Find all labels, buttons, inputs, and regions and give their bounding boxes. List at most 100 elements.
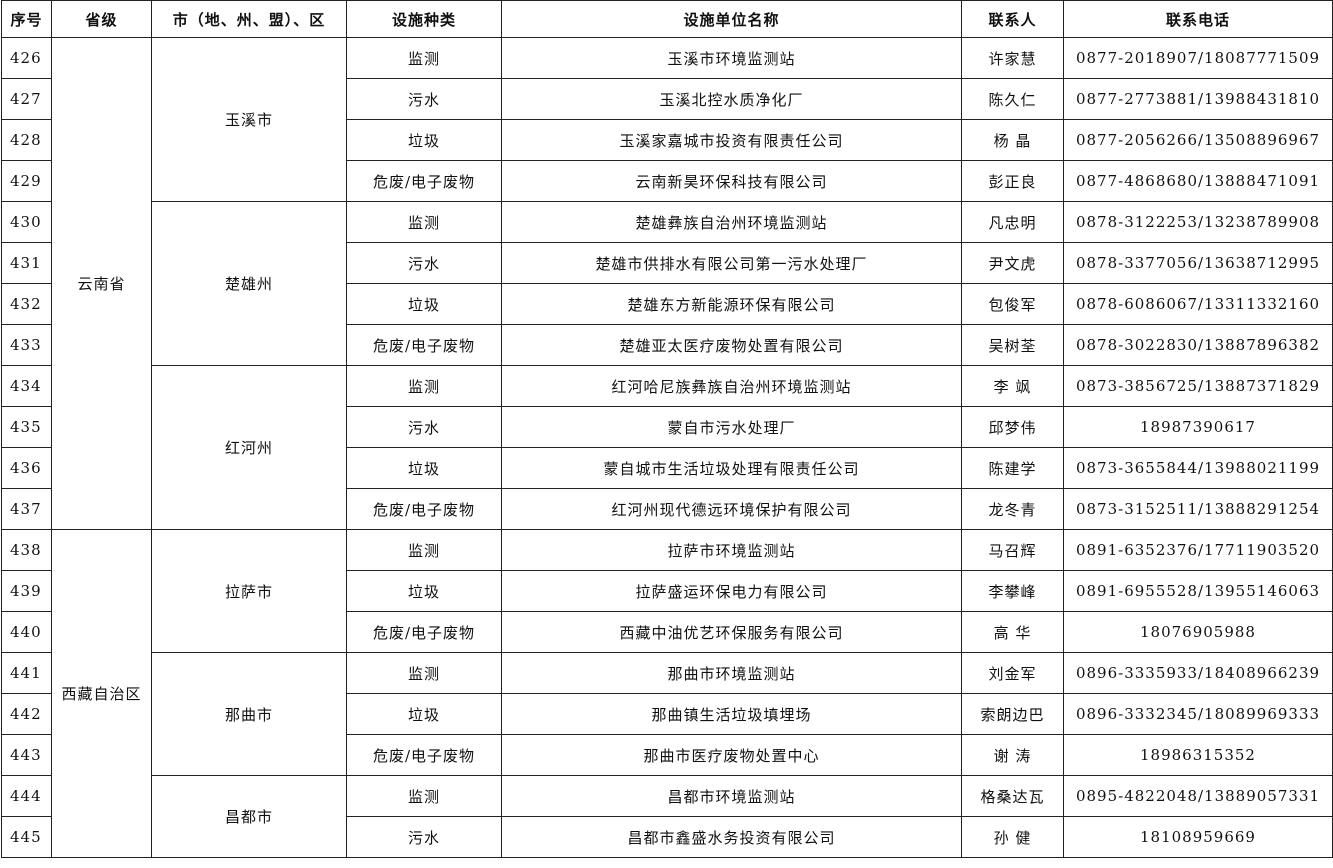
facility-name: 蒙自城市生活垃圾处理有限责任公司 (501, 447, 962, 489)
facility-type: 污水 (346, 406, 502, 448)
facility-type: 监测 (346, 365, 502, 407)
table-row: 433 危废/电子废物 楚雄亚太医疗废物处置有限公司 吴树荃 0878-3022830/… (1, 324, 1333, 366)
row-number: 430 (1, 201, 52, 243)
table-row: 439 垃圾 拉萨盛运环保电力有限公司 李攀峰 0891-6955528/1395514… (1, 570, 1333, 612)
table-row: 427 污水 玉溪北控水质净化厂 陈久仁 0877-2773881/1398843181… (1, 78, 1333, 120)
contact-person: 龙冬青 (961, 488, 1064, 530)
province: 云南省 (51, 37, 152, 530)
contact-phone: 18986315352 (1063, 734, 1333, 776)
contact-person: 凡忠明 (961, 201, 1064, 243)
facility-type: 污水 (346, 816, 502, 858)
facility-type: 监测 (346, 775, 502, 817)
table-body: 426 云南省 玉溪市 监测 玉溪市环境监测站 许家慧 0877-2018907/18087… (1, 37, 1333, 858)
contact-phone: 0877-2056266/13508896967 (1063, 119, 1333, 161)
row-number: 441 (1, 652, 52, 694)
contact-person: 尹文虎 (961, 242, 1064, 284)
row-number: 434 (1, 365, 52, 407)
row-number: 432 (1, 283, 52, 325)
facility-name: 楚雄亚太医疗废物处置有限公司 (501, 324, 962, 366)
facility-type: 危废/电子废物 (346, 734, 502, 776)
table-row: 444 昌都市 监测 昌都市环境监测站 格桑达瓦 0895-4822048/1388905… (1, 775, 1333, 858)
table-row: 442 垃圾 那曲镇生活垃圾填埋场 索朗边巴 0896-3332345/18089969… (1, 693, 1333, 735)
facility-name: 拉萨市环境监测站 (501, 529, 962, 571)
contact-phone: 0878-3022830/13887896382 (1063, 324, 1333, 366)
contact-phone: 0878-3377056/13638712995 (1063, 242, 1333, 284)
facility-type: 垃圾 (346, 119, 502, 161)
row-number: 445 (1, 816, 52, 858)
contact-phone: 0873-3655844/13988021199 (1063, 447, 1333, 489)
header-cell: 设施种类 (346, 0, 502, 38)
contact-phone: 18108959669 (1063, 816, 1333, 858)
facility-name: 楚雄彝族自治州环境监测站 (501, 201, 962, 243)
contact-phone: 0877-2773881/13988431810 (1063, 78, 1333, 120)
header-cell: 省级 (51, 0, 152, 38)
city: 那曲市 (151, 652, 347, 776)
contact-person: 彭正良 (961, 160, 1064, 202)
contact-phone: 0877-4868680/13888471091 (1063, 160, 1333, 202)
contact-person: 索朗边巴 (961, 693, 1064, 735)
row-number: 442 (1, 693, 52, 735)
contact-phone: 18076905988 (1063, 611, 1333, 653)
header-cell: 联系人 (961, 0, 1064, 38)
facility-type: 危废/电子废物 (346, 160, 502, 202)
table-row: 443 危废/电子废物 那曲市医疗废物处置中心谢 涛 18986315352 (1, 734, 1333, 776)
facility-type: 垃圾 (346, 447, 502, 489)
province: 西藏自治区 (51, 529, 152, 858)
facility-name: 楚雄东方新能源环保有限公司 (501, 283, 962, 325)
contact-person: 刘金军 (961, 652, 1064, 694)
table-row: 437 危废/电子废物 红河州现代德远环境保护有限公司 龙冬青 0873-3152511… (1, 488, 1333, 530)
facility-type: 污水 (346, 242, 502, 284)
facility-type: 危废/电子废物 (346, 324, 502, 366)
facility-name: 蒙自市污水处理厂 (501, 406, 962, 448)
city: 拉萨市 (151, 529, 347, 653)
contact-phone: 18987390617 (1063, 406, 1333, 448)
facility-type: 污水 (346, 78, 502, 120)
contact-person: 李 飒 (961, 365, 1064, 407)
city: 玉溪市 (151, 37, 347, 202)
row-number: 437 (1, 488, 52, 530)
header-cell: 序号 (1, 0, 52, 38)
contact-phone: 0873-3152511/13888291254 (1063, 488, 1333, 530)
contact-phone: 0896-3335933/18408966239 (1063, 652, 1333, 694)
facility-type: 垃圾 (346, 570, 502, 612)
facility-type: 危废/电子废物 (346, 488, 502, 530)
facility-name: 玉溪市环境监测站 (501, 37, 962, 79)
row-number: 436 (1, 447, 52, 489)
facility-name: 那曲市环境监测站 (501, 652, 962, 694)
facility-name: 玉溪家嘉城市投资有限责任公司 (501, 119, 962, 161)
row-number: 444 (1, 775, 52, 817)
facility-name: 楚雄市供排水有限公司第一污水处理厂 (501, 242, 962, 284)
contact-phone: 0878-3122253/13238789908 (1063, 201, 1333, 243)
row-number: 439 (1, 570, 52, 612)
contact-person: 杨 晶 (961, 119, 1064, 161)
contact-person: 包俊军 (961, 283, 1064, 325)
row-number: 428 (1, 119, 52, 161)
facility-name: 红河州现代德远环境保护有限公司 (501, 488, 962, 530)
header-cell: 市（地、州、盟）、区 (151, 0, 347, 38)
row-number: 427 (1, 78, 52, 120)
contact-phone: 0873-3856725/13887371829 (1063, 365, 1333, 407)
row-number: 438 (1, 529, 52, 571)
table-row: 441 那曲市 监测 那曲市环境监测站 刘金军 0896-3335933/18408966… (1, 652, 1333, 776)
table-row: 428 垃圾 玉溪家嘉城市投资有限责任公司杨 晶 0877-2056266/13508… (1, 119, 1333, 161)
city: 昌都市 (151, 775, 347, 858)
facility-type: 垃圾 (346, 693, 502, 735)
facility-name: 昌都市环境监测站 (501, 775, 962, 817)
facility-name: 昌都市鑫盛水务投资有限公司 (501, 816, 962, 858)
contact-person: 马召辉 (961, 529, 1064, 571)
contact-phone: 0896-3332345/18089969333 (1063, 693, 1333, 735)
contact-person: 李攀峰 (961, 570, 1064, 612)
row-number: 433 (1, 324, 52, 366)
table-row: 430 楚雄州 监测 楚雄彝族自治州环境监测站 凡忠明 0878-3122253/1323… (1, 201, 1333, 366)
row-number: 443 (1, 734, 52, 776)
contact-phone: 0877-2018907/18087771509 (1063, 37, 1333, 79)
facility-type: 危废/电子废物 (346, 611, 502, 653)
contact-phone: 0891-6352376/17711903520 (1063, 529, 1333, 571)
table-row: 445 污水 昌都市鑫盛水务投资有限公司孙 健 18108959669 (1, 816, 1333, 858)
row-number: 426 (1, 37, 52, 79)
row-number: 429 (1, 160, 52, 202)
contact-person: 吴树荃 (961, 324, 1064, 366)
row-number: 440 (1, 611, 52, 653)
contact-person: 高 华 (961, 611, 1064, 653)
contact-person: 格桑达瓦 (961, 775, 1064, 817)
